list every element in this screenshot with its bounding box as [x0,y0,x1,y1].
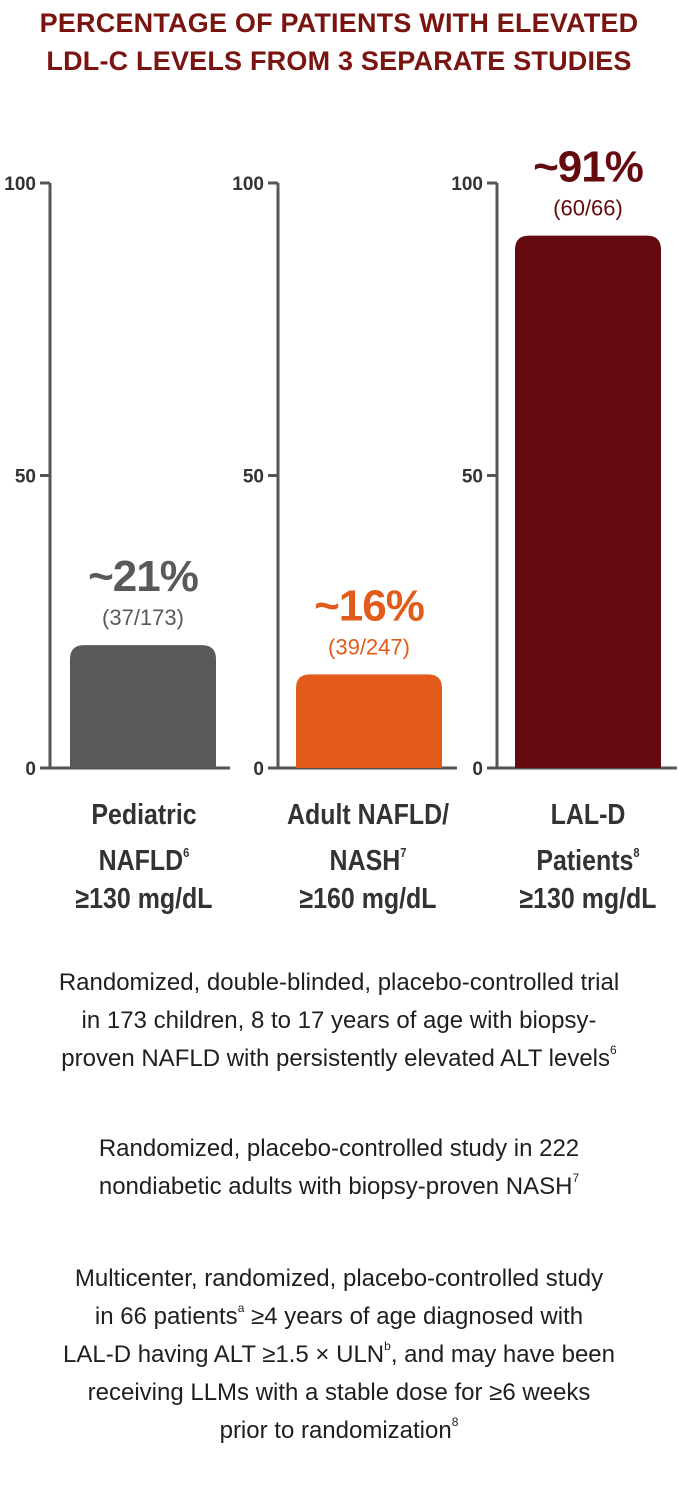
category-label-line: Adult NAFLD/ [286,799,450,831]
category-label-line: NASH [329,845,401,877]
y-tick-label: 50 [243,467,264,488]
y-tick-label: 100 [451,174,483,195]
bar-value-label: ~91% [533,143,643,192]
category-threshold: ≥160 mg/dL [299,883,437,915]
note-line: in 66 patients [94,1303,238,1330]
note-line: Randomized, double-blinded, placebo-cont… [58,969,620,996]
note-line: proven NAFLD with persistently elevated … [61,1045,611,1072]
bar-fraction-label: (60/66) [553,196,623,221]
y-tick-label: 100 [4,174,36,195]
y-tick-label: 50 [462,467,483,488]
y-tick-label: 0 [25,759,36,780]
bar [515,235,661,768]
y-tick-label: 100 [232,174,264,195]
category-label-pediatric: Pediatric NAFLD6 ≥130 mg/dL [58,796,230,918]
y-tick-label: 0 [472,759,483,780]
note-line: receiving LLMs with a stable dose for ≥6… [87,1379,591,1406]
category-label-lald: LAL-D Patients8 ≥130 mg/dL [502,796,674,918]
category-label-line: LAL-D [550,799,626,831]
bar-value-label: ~21% [88,552,198,601]
bar [296,674,442,768]
footnote-ref: 8 [451,1415,459,1429]
note-line: in 173 children, 8 to 17 years of age wi… [81,1007,597,1034]
note-line: Randomized, placebo-controlled study in … [98,1135,580,1162]
chart-title: PERCENTAGE OF PATIENTS WITH ELEVATED LDL… [0,4,678,80]
bar-fraction-label: (39/247) [328,634,410,659]
footnote-ref: 6 [183,845,190,860]
bar-value-label: ~16% [314,581,424,630]
category-label-line: NAFLD [98,845,184,877]
bar-fraction-label: (37/173) [102,605,184,630]
y-tick-label: 50 [15,467,36,488]
category-label-adult: Adult NAFLD/ NASH7 ≥160 mg/dL [282,796,454,918]
chart-title-line-1: PERCENTAGE OF PATIENTS WITH ELEVATED [39,8,639,38]
footnote-ref: b [384,1339,391,1353]
footnote-ref: 6 [610,1043,617,1057]
category-label-line: Pediatric [91,799,197,831]
footnote-ref: 8 [633,845,640,860]
bar [70,645,216,768]
category-threshold: ≥130 mg/dL [519,883,657,915]
chart-title-line-2: LDL-C LEVELS FROM 3 SEPARATE STUDIES [46,46,632,76]
category-threshold: ≥130 mg/dL [75,883,213,915]
footnote-ref: 7 [572,1171,580,1185]
note-line: prior to randomization [219,1417,452,1444]
note-line: LAL-D having ALT ≥1.5 × ULN [63,1341,385,1368]
category-label-line: Patients [536,845,634,877]
study-note-pediatric: Randomized, double-blinded, placebo-cont… [0,964,678,1078]
footnote-ref: 7 [400,845,407,860]
study-note-adult: Randomized, placebo-controlled study in … [0,1130,678,1206]
note-line: nondiabetic adults with biopsy-proven NA… [98,1173,573,1200]
note-line: , and may have been [390,1341,615,1368]
note-line: Multicenter, randomized, placebo-control… [74,1265,604,1292]
note-line: ≥4 years of age diagnosed with [244,1303,584,1330]
bar-chart: 0 50 100 ~21% (37/173) 0 50 100 ~16% (39/247) 0 50 1… [4,143,677,780]
study-note-lald: Multicenter, randomized, placebo-control… [0,1260,678,1450]
footnote-ref: a [237,1301,245,1315]
y-tick-label: 0 [253,759,264,780]
